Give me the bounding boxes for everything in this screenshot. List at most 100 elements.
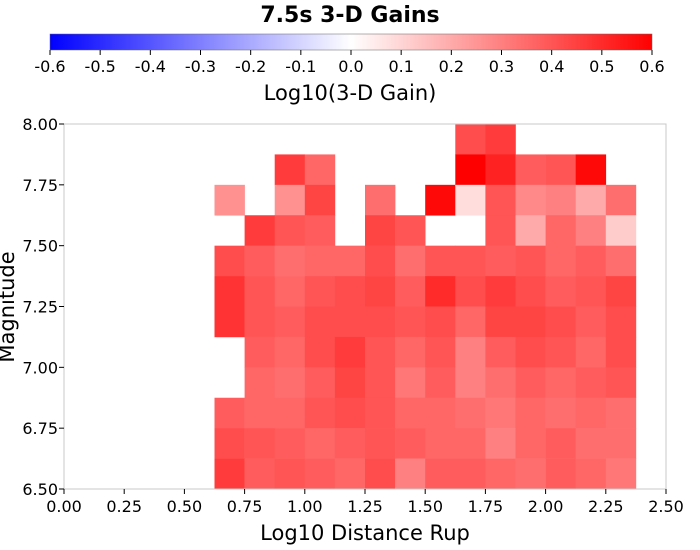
x-tick-label: 0.25 (106, 497, 142, 516)
y-tick-label: 7.25 (22, 298, 58, 317)
heatmap-cell (334, 458, 366, 490)
heatmap-cell (545, 306, 576, 338)
colorbar-tick-label: -0.6 (34, 57, 65, 76)
heatmap-cell (365, 184, 396, 216)
heatmap-cell (515, 428, 546, 459)
heatmap-cell (455, 276, 486, 307)
heatmap-cell (605, 306, 637, 338)
y-axis-label: Magnitude (0, 251, 19, 362)
colorbar-ticks: -0.6 -0.5 -0.4 -0.3 -0.2 -0.1 0.0 0.1 0.2 0.3 0.4 0… (34, 50, 665, 76)
heatmap-cell (274, 336, 306, 368)
colorbar-tick-label: 0.5 (589, 57, 614, 76)
x-axis-label: Log10 Distance Rup (260, 521, 470, 545)
heatmap-cell (334, 336, 366, 368)
heatmap-cell (274, 154, 306, 186)
x-tick-label: 2.00 (528, 497, 564, 516)
heatmap-cell (485, 367, 516, 399)
heatmap-cell (515, 245, 546, 277)
x-axis-ticks: 0.00 0.25 0.50 0.75 1.00 1.25 1.50 1.75 2.00 2.25… (46, 489, 684, 516)
heatmap-cell (605, 397, 637, 429)
heatmap-cell (244, 367, 275, 399)
heatmap-cell (575, 367, 607, 399)
heatmap-cell (274, 397, 306, 429)
heatmap-cell (425, 367, 456, 399)
heatmap-cell (425, 184, 456, 216)
colorbar-tick-label: 0.2 (439, 57, 464, 76)
heatmap-cell (575, 397, 607, 429)
heatmap-cell (365, 336, 396, 368)
heatmap-cell (365, 397, 396, 429)
y-tick-label: 7.75 (22, 176, 58, 195)
heatmap-cell (425, 458, 456, 490)
heatmap-cell (395, 428, 426, 459)
heatmap-cell (605, 367, 637, 399)
heatmap-cell (455, 336, 486, 368)
colorbar-tick-label: 0.0 (338, 57, 363, 76)
heatmap-cell (455, 154, 486, 186)
heatmap-cell (605, 245, 637, 277)
y-tick-label: 6.50 (22, 480, 58, 499)
heatmap-cell (545, 458, 576, 490)
heatmap-cell (365, 215, 396, 246)
colorbar-label: Log10(3-D Gain) (264, 81, 437, 105)
heatmap-cell (304, 276, 336, 307)
heatmap-cell (274, 245, 306, 277)
heatmap-cell (334, 245, 366, 277)
heatmap-cell (214, 245, 245, 277)
heatmap-cell (244, 336, 275, 368)
heatmap-cell (575, 215, 607, 246)
colorbar-tick-label: 0.1 (388, 57, 413, 76)
x-tick-label: 2.25 (588, 497, 624, 516)
heatmap-cell (425, 276, 456, 307)
heatmap-cell (334, 306, 366, 338)
x-tick-label: 1.25 (347, 497, 383, 516)
heatmap-cell (605, 336, 637, 368)
heatmap-cell (244, 458, 275, 490)
heatmap-cell (334, 367, 366, 399)
heatmap-cell (545, 215, 576, 246)
heatmap-cell (395, 245, 426, 277)
heatmap-cell (214, 184, 245, 216)
heatmap-cell (425, 245, 456, 277)
heatmap-cell (485, 215, 516, 246)
heatmap-cell (545, 245, 576, 277)
heatmap-cell (455, 367, 486, 399)
heatmap-cell (304, 367, 336, 399)
heatmap-cell (395, 367, 426, 399)
heatmap-cell (274, 458, 306, 490)
x-tick-label: 0.75 (227, 497, 263, 516)
heatmap-cell (395, 215, 426, 246)
heatmap-cell (365, 428, 396, 459)
heatmap-cell (545, 184, 576, 216)
heatmap-cell (244, 428, 275, 459)
heatmap-cell (214, 276, 245, 307)
x-tick-label: 1.75 (468, 497, 504, 516)
heatmap-cell (395, 336, 426, 368)
heatmap-cell (274, 276, 306, 307)
heatmap-cell (304, 428, 336, 459)
x-tick-label: 1.00 (287, 497, 323, 516)
heatmap-cell (515, 306, 546, 338)
heatmap-cell (485, 245, 516, 277)
x-tick-label: 0.50 (167, 497, 203, 516)
heatmap-cell (425, 336, 456, 368)
colorbar-tick-label: -0.2 (235, 57, 266, 76)
heatmap-cell (425, 306, 456, 338)
heatmap-cell (214, 428, 245, 459)
heatmap-cell (304, 215, 336, 246)
heatmap-cell (304, 184, 336, 216)
heatmap-cell (515, 276, 546, 307)
heatmap-cell (515, 336, 546, 368)
heatmap-cell (274, 367, 306, 399)
heatmap-cell (244, 397, 275, 429)
heatmap-cell (605, 428, 637, 459)
heatmap-cell (455, 306, 486, 338)
heatmap-cell (244, 215, 275, 246)
x-tick-label: 1.50 (407, 497, 443, 516)
heatmap-cell (274, 184, 306, 216)
heatmap-cell (515, 458, 546, 490)
heatmap-cell (485, 306, 516, 338)
heatmap-cell (545, 428, 576, 459)
heatmap-cell (395, 276, 426, 307)
x-tick-label: 2.50 (648, 497, 684, 516)
